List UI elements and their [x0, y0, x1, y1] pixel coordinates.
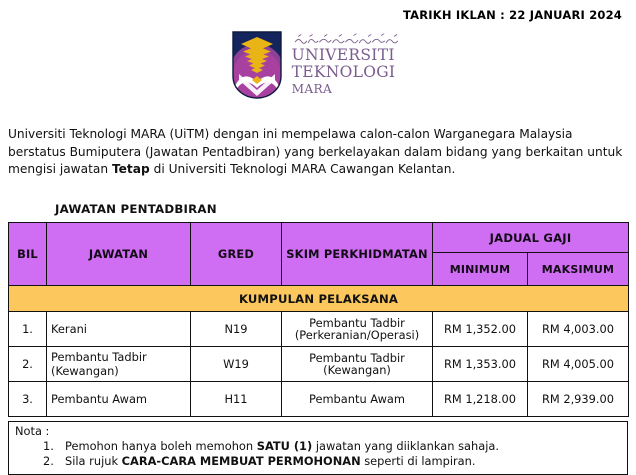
wordmark-line-3: Mara	[292, 80, 406, 97]
uitm-logo: Universiti Teknologi Mara	[0, 26, 636, 104]
group-row-label: KUMPULAN PELAKSANA	[8, 285, 629, 313]
col-header-minimum: MINIMUM	[432, 251, 528, 287]
table-body: KUMPULAN PELAKSANA 1. Kerani N19 Pembant…	[8, 285, 629, 418]
advertisement-date: TARIKH IKLAN : 22 JANUARI 2024	[402, 8, 622, 22]
nota-item-post: seperti di lampiran.	[360, 454, 476, 469]
wordmark-teknologi: Teknologi	[291, 62, 396, 81]
nota-item-number: 1.	[43, 439, 54, 454]
nota-item-pre: Pemohon hanya boleh memohon	[65, 439, 257, 454]
nota-item: 1. Pemohon hanya boleh memohon SATU (1) …	[13, 439, 623, 454]
uitm-wordmark: Universiti Teknologi Mara	[292, 33, 406, 97]
cell-maksimum: RM 4,003.00	[527, 311, 629, 348]
nota-item-number: 2.	[43, 454, 54, 469]
cell-skim: Pembantu Awam	[281, 381, 433, 418]
cell-skim: Pembantu Tadbir (Kewangan)	[281, 346, 433, 383]
cell-jawatan-line-2: (Kewangan)	[51, 364, 119, 379]
jobs-table: BIL JAWATAN GRED SKIM PERKHIDMATAN JADUA…	[8, 222, 629, 418]
col-header-jadual-gaji: JADUAL GAJI	[432, 222, 629, 253]
nota-title: Nota :	[15, 424, 50, 439]
wordmark-line-1: Universiti	[292, 47, 406, 64]
nota-list: 1. Pemohon hanya boleh memohon SATU (1) …	[13, 439, 623, 469]
cell-skim-line-1: Pembantu Tadbir	[309, 315, 405, 330]
cell-minimum: RM 1,218.00	[432, 381, 528, 418]
nota-box: Nota : 1. Pemohon hanya boleh memohon SA…	[8, 421, 628, 475]
cell-bil: 3.	[8, 381, 47, 418]
nota-item-bold: CARA-CARA MEMBUAT PERMOHONAN	[121, 454, 361, 469]
cell-minimum: RM 1,353.00	[432, 346, 528, 383]
nota-item-bold: SATU (1)	[256, 439, 313, 454]
col-header-skim-perkhidmatan: SKIM PERKHIDMATAN	[281, 222, 433, 287]
intro-bold-tetap: Tetap	[111, 161, 150, 176]
cell-maksimum: RM 2,939.00	[527, 381, 629, 418]
nota-item: 2. Sila rujuk CARA-CARA MEMBUAT PERMOHON…	[13, 454, 623, 469]
cell-skim-line-1: Pembantu Tadbir	[309, 350, 405, 365]
wordmark-mara: Mara	[291, 82, 333, 97]
intro-part-1: Universiti Teknologi MARA (UiTM) dengan …	[8, 127, 623, 176]
nota-item-text: Pemohon hanya boleh memohon SATU (1) jaw…	[65, 439, 499, 454]
nota-item-post: jawatan yang diiklankan sahaja.	[312, 439, 499, 454]
col-header-gred: GRED	[190, 222, 282, 287]
col-header-bil: BIL	[8, 222, 47, 287]
nota-item-text: Sila rujuk CARA-CARA MEMBUAT PERMOHONAN …	[65, 454, 476, 469]
cell-maksimum: RM 4,005.00	[527, 346, 629, 383]
wordmark-line-2: Teknologi	[291, 62, 406, 81]
table-header-row-2: MINIMUM MAKSIMUM	[9, 251, 629, 287]
uitm-shield-icon	[231, 31, 282, 99]
cell-jawatan: Kerani	[46, 311, 191, 348]
jawi-script-icon	[294, 33, 398, 44]
table-row: 2. Pembantu Tadbir (Kewangan) W19 Pemban…	[8, 346, 629, 383]
table-header-row-1: BIL JAWATAN GRED SKIM PERKHIDMATAN JADUA…	[8, 222, 629, 287]
cell-gred: H11	[190, 381, 282, 418]
nota-item-pre: Sila rujuk	[65, 454, 122, 469]
cell-gred: N19	[190, 311, 282, 348]
intro-part-2: di Universiti Teknologi MARA Cawangan Ke…	[149, 161, 456, 176]
cell-bil: 1.	[8, 311, 47, 348]
cell-skim: Pembantu Tadbir (Perkeranian/Operasi)	[281, 311, 433, 348]
wordmark-universiti: Universiti	[291, 45, 395, 64]
cell-jawatan-line-1: Pembantu Tadbir	[51, 350, 147, 365]
jobs-table-wrapper: BIL JAWATAN GRED SKIM PERKHIDMATAN JADUA…	[0, 222, 636, 418]
col-header-maksimum: MAKSIMUM	[527, 251, 629, 287]
cell-bil: 2.	[8, 346, 47, 383]
intro-paragraph: Universiti Teknologi MARA (UiTM) dengan …	[0, 116, 636, 178]
table-head: BIL JAWATAN GRED SKIM PERKHIDMATAN JADUA…	[8, 222, 629, 287]
cell-minimum: RM 1,352.00	[432, 311, 528, 348]
table-row: 3. Pembantu Awam H11 Pembantu Awam RM 1,…	[8, 381, 629, 418]
table-row: 1. Kerani N19 Pembantu Tadbir (Perkerani…	[8, 311, 629, 348]
cell-jawatan: Pembantu Awam	[46, 381, 191, 418]
group-row-kumpulan-pelaksana: KUMPULAN PELAKSANA	[8, 285, 629, 313]
cell-skim-line-2: (Perkeranian/Operasi)	[294, 328, 420, 343]
section-title: JAWATAN PENTADBIRAN	[55, 202, 217, 217]
cell-jawatan: Pembantu Tadbir (Kewangan)	[46, 346, 191, 383]
cell-skim-line-2: (Kewangan)	[323, 363, 391, 378]
cell-gred: W19	[190, 346, 282, 383]
col-header-jawatan: JAWATAN	[46, 222, 191, 287]
